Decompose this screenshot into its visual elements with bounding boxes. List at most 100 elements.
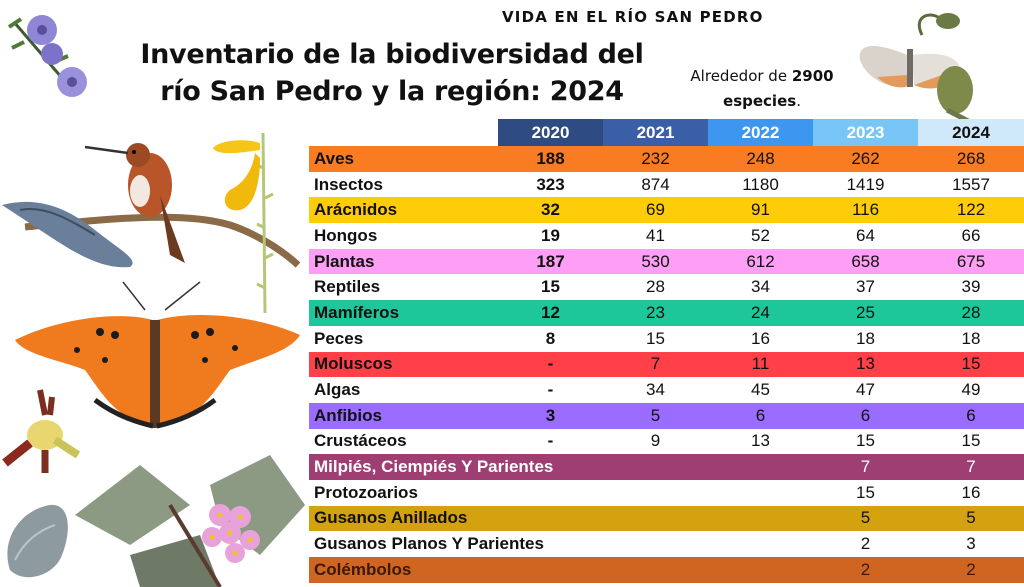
table-row: Reptiles 15 28 34 37 39	[309, 274, 1024, 301]
count-cell-2020: 32	[541, 200, 560, 220]
category-name: Gusanos Anillados	[314, 508, 468, 528]
table-row: Gusanos Planos Y Parientes 2 3	[309, 531, 1024, 557]
count-cell-2021	[603, 531, 708, 557]
count-cell-2023: 15	[856, 482, 875, 502]
count-cell-2020: 323	[536, 174, 565, 194]
count-cell-2021: 5	[650, 405, 661, 425]
category-name: Peces	[314, 328, 364, 348]
count-cell-2024: 2	[966, 559, 976, 579]
count-cell-2023: 658	[851, 251, 880, 271]
count-cell-2021: 232	[641, 148, 670, 168]
count-cell-2023: 13	[856, 354, 875, 374]
count-cell-2024: 39	[961, 277, 981, 297]
count-cell-2022	[708, 506, 813, 532]
category-name: Plantas	[314, 251, 375, 271]
count-cell-2020: 8	[545, 328, 556, 348]
category-name: Colémbolos	[314, 559, 412, 579]
title-line-2: río San Pedro y la región: 2024	[160, 76, 624, 107]
table-row: Insectos 323 874 1180 1419 1557	[309, 171, 1024, 198]
count-cell-2020: 15	[541, 277, 560, 297]
count-cell-2022: 6	[755, 405, 766, 425]
page-title: Inventario de la biodiversidad del río S…	[112, 36, 672, 110]
seed-pod-illustration	[7, 504, 68, 578]
count-cell-2021: 874	[641, 174, 670, 194]
count-cell-2020: 3	[545, 405, 556, 425]
year-header-3: 2023	[813, 119, 918, 146]
count-cell-2024: 122	[956, 200, 986, 220]
count-cell-2022	[708, 480, 813, 506]
count-cell-2020	[498, 506, 603, 532]
table-header-row: 2020 2021 2022 2023 2024	[309, 119, 1024, 146]
count-cell-2023: 37	[856, 277, 875, 297]
count-cell-2021: 41	[646, 225, 665, 245]
header-blank-cell	[309, 119, 498, 146]
year-header-1: 2021	[603, 119, 708, 146]
table-row: Mamíferos 12 23 24 25 28	[309, 300, 1024, 326]
table-row: Crustáceos - 9 13 15 15	[309, 428, 1024, 455]
count-cell-2024: 16	[961, 482, 981, 502]
table-row: Milpiés, Ciempiés Y Parientes 7 7	[309, 454, 1024, 480]
count-cell-2022: 34	[751, 277, 770, 297]
category-name: Reptiles	[314, 277, 381, 297]
count-cell-2021: 69	[646, 200, 665, 220]
note-prefix: Alrededor de	[690, 67, 792, 85]
category-name: Protozoarios	[314, 482, 418, 502]
count-cell-2021	[603, 480, 708, 506]
table-row: Anfibios 3 5 6 6 6	[309, 402, 1024, 429]
category-name: Insectos	[314, 174, 383, 194]
count-cell-2022: 13	[751, 431, 770, 451]
count-cell-2022: 52	[751, 225, 770, 245]
table-row: Peces 8 15 16 18 18	[309, 325, 1024, 352]
moth-illustration	[859, 13, 974, 125]
count-cell-2021: 7	[650, 354, 661, 374]
year-header-0: 2020	[498, 119, 603, 146]
category-name: Gusanos Planos Y Parientes	[314, 534, 544, 554]
biodiversity-inventory-table: 2020 2021 2022 2023 2024 Aves 188 232 248 262 268…	[309, 119, 1024, 583]
yellow-trumpet-flower-illustration	[213, 132, 274, 314]
count-cell-2021: 530	[641, 251, 670, 271]
note-suffix: especies	[723, 92, 797, 110]
header-kicker: VIDA EN EL RÍO SAN PEDRO	[502, 8, 764, 26]
note-period: .	[796, 92, 801, 110]
hummingbird-on-branch-illustration	[2, 143, 300, 268]
category-name: Mamíferos	[314, 302, 400, 322]
count-cell-2023: 1419	[846, 174, 885, 194]
count-cell-2024: 49	[961, 380, 981, 400]
species-count-note: Alrededor de 2900 especies.	[672, 64, 852, 114]
table-row: Protozoarios 15 16	[309, 479, 1024, 506]
count-cell-2024: 6	[966, 405, 976, 425]
count-cell-2021	[603, 506, 708, 532]
yellow-orchid-illustration	[2, 389, 81, 473]
count-cell-2024: 18	[961, 328, 981, 348]
count-cell-2023: 262	[851, 148, 880, 168]
table-row: Aves 188 232 248 262 268	[309, 146, 1024, 172]
category-name: Anfibios	[314, 405, 382, 425]
count-cell-2020: 19	[541, 225, 560, 245]
category-name: Crustáceos	[314, 431, 407, 451]
count-cell-2023: 7	[860, 457, 871, 477]
count-cell-2021: 28	[646, 277, 665, 297]
table-row: Arácnidos 32 69 91 116 122	[309, 197, 1024, 224]
count-cell-2022	[708, 557, 813, 583]
table-row: Plantas 187 530 612 658 675	[309, 248, 1024, 275]
category-name: Aves	[314, 148, 355, 168]
count-cell-2023: 15	[856, 431, 875, 451]
count-cell-2020: -	[547, 380, 554, 400]
count-cell-2020	[498, 557, 603, 583]
count-cell-2022	[708, 454, 813, 480]
count-cell-2023: 2	[860, 534, 871, 554]
verbena-flower-illustration	[7, 15, 87, 97]
count-cell-2024: 28	[961, 302, 981, 322]
count-cell-2024: 675	[956, 251, 986, 271]
count-cell-2024: 66	[961, 225, 981, 245]
category-name: Hongos	[314, 225, 378, 245]
table-row: Colémbolos 2 2	[309, 557, 1024, 583]
count-cell-2022: 612	[746, 251, 775, 271]
count-cell-2021: 15	[646, 328, 665, 348]
count-cell-2022: 16	[751, 328, 770, 348]
count-cell-2023: 18	[856, 328, 875, 348]
count-cell-2023: 64	[856, 225, 875, 245]
table-row: Algas - 34 45 47 49	[309, 377, 1024, 403]
count-cell-2023: 6	[860, 405, 871, 425]
count-cell-2023: 2	[860, 559, 871, 579]
